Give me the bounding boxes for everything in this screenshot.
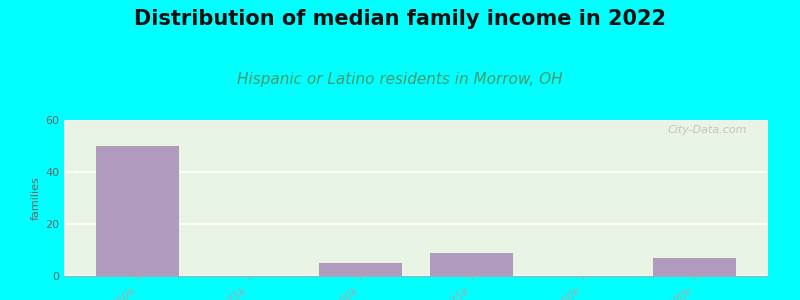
Text: Distribution of median family income in 2022: Distribution of median family income in … (134, 9, 666, 29)
Bar (318, 263, 402, 276)
Bar (430, 253, 514, 276)
Y-axis label: families: families (31, 176, 41, 220)
Text: City-Data.com: City-Data.com (667, 125, 747, 135)
Text: Hispanic or Latino residents in Morrow, OH: Hispanic or Latino residents in Morrow, … (237, 72, 563, 87)
Bar (653, 258, 736, 276)
Bar (96, 146, 179, 276)
